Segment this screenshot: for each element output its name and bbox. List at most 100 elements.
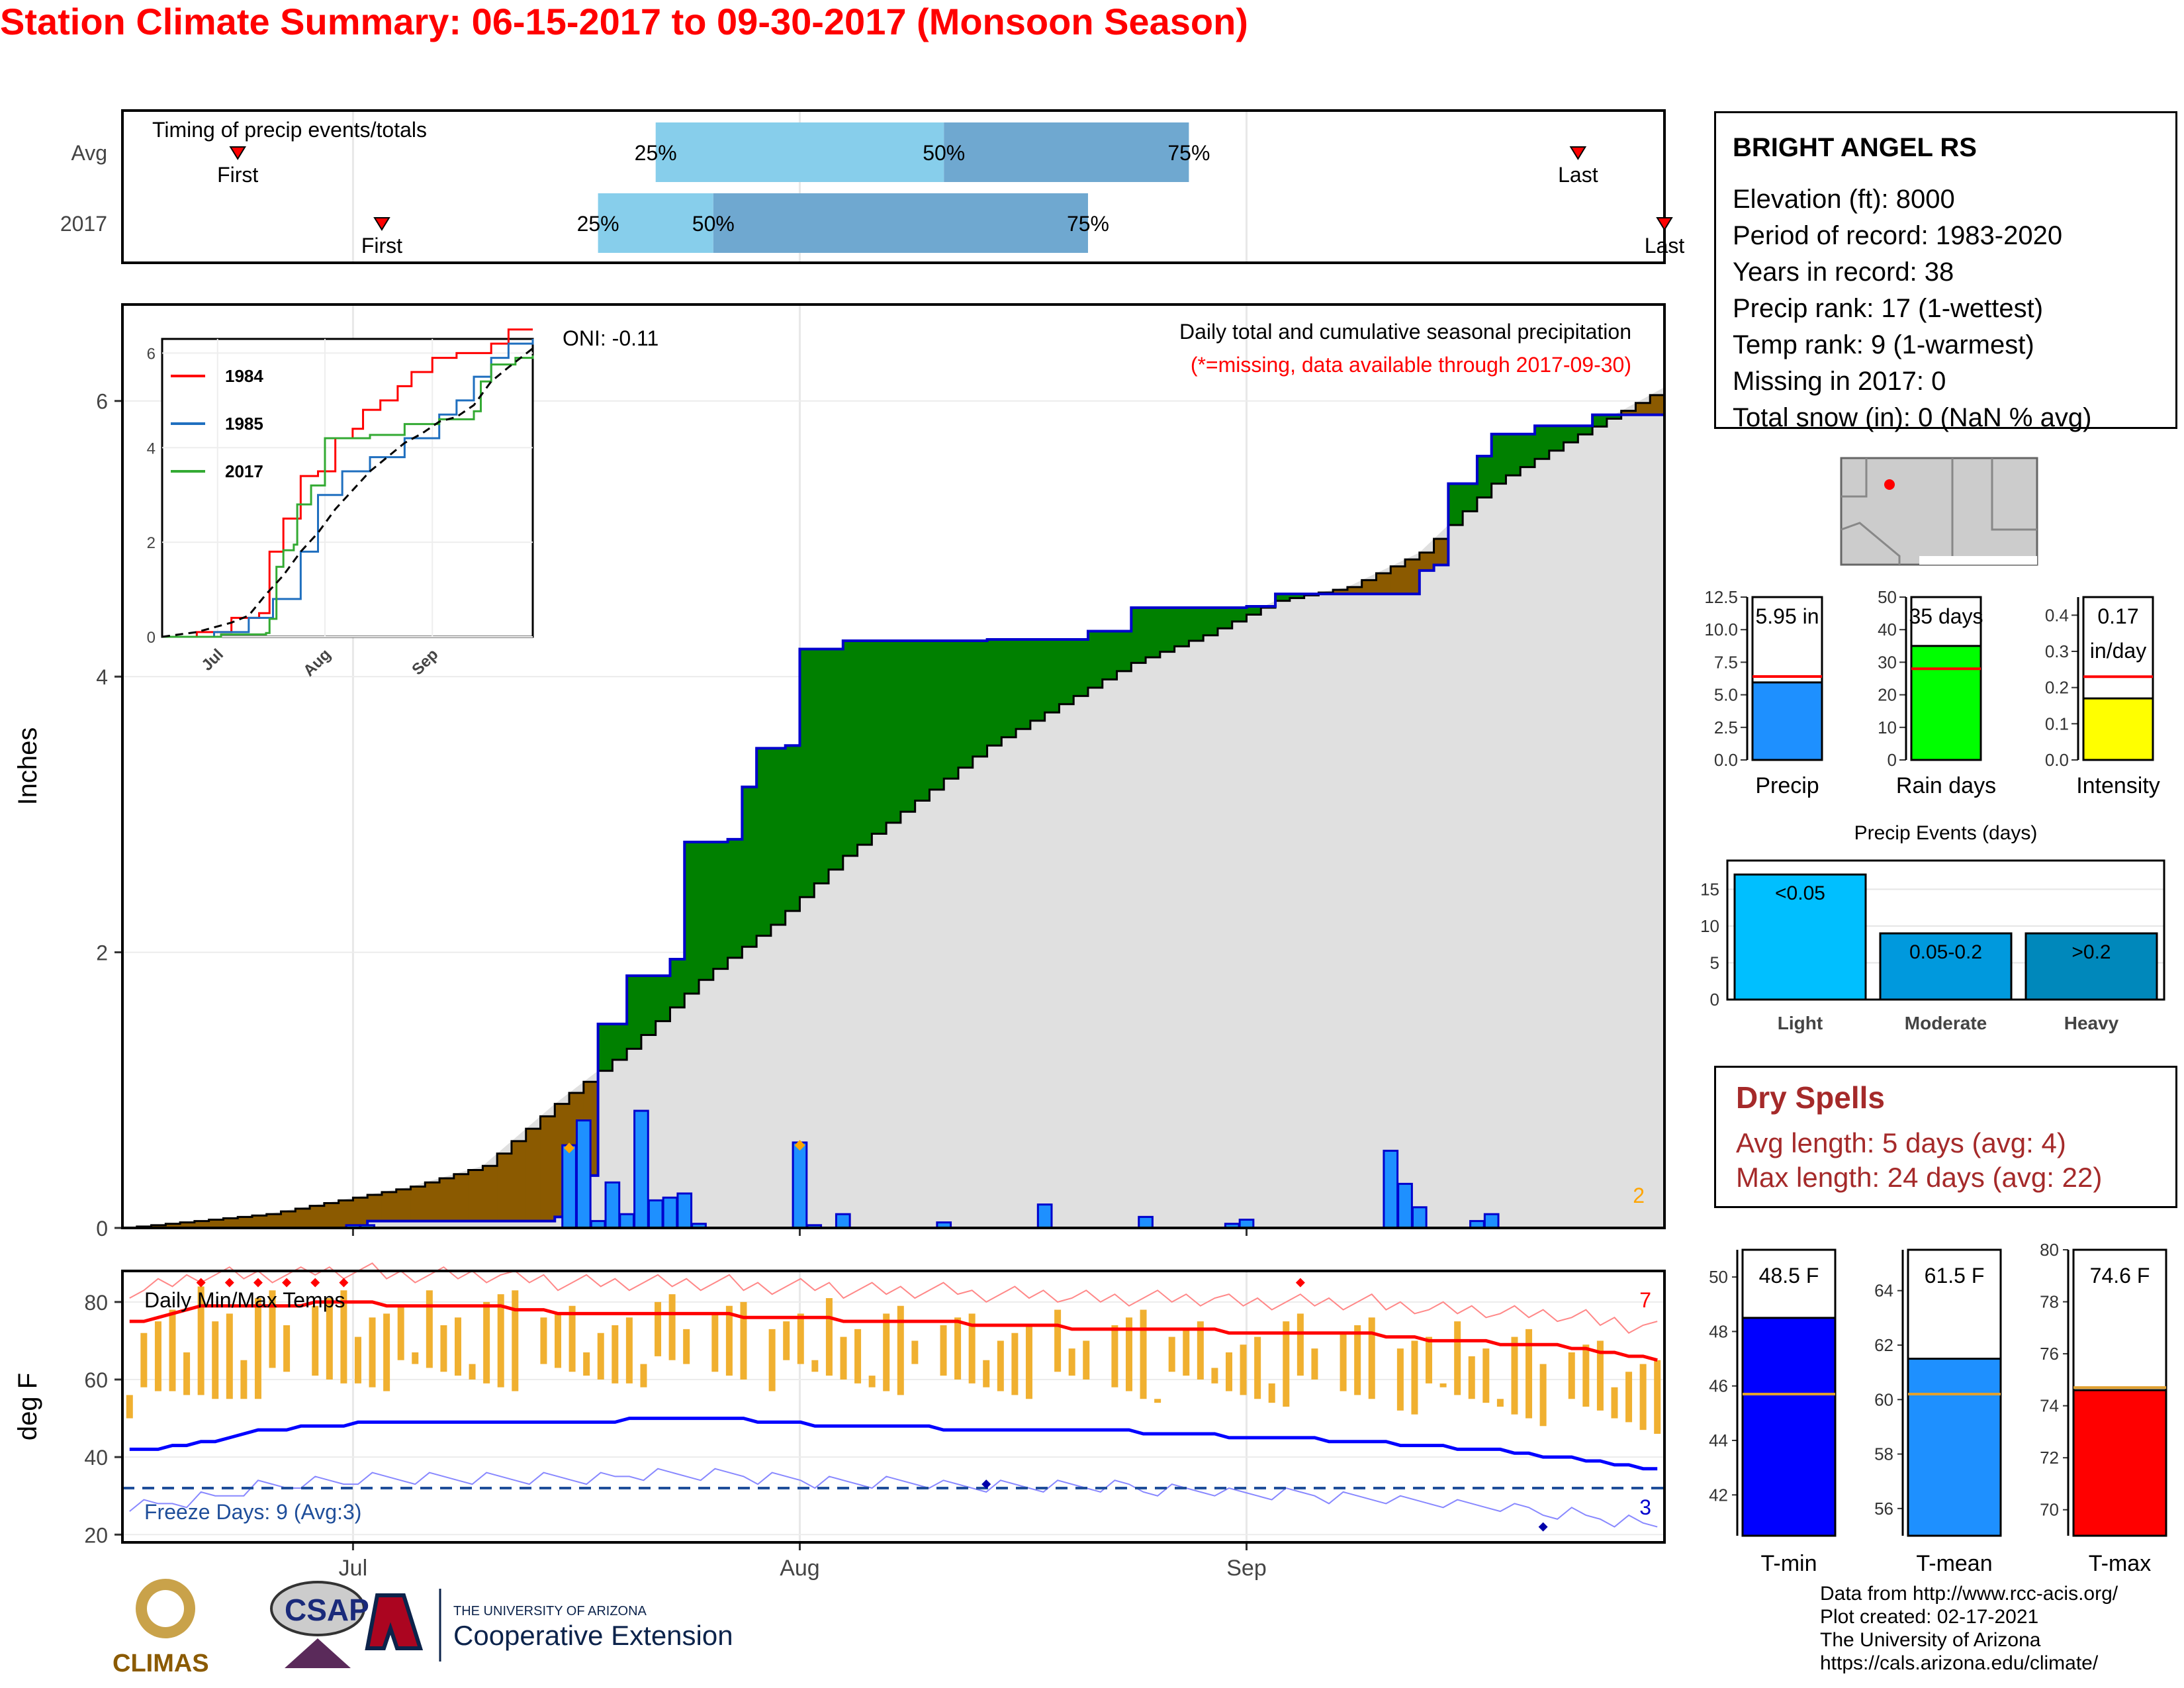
daily-temp-bar [1068,1348,1075,1376]
temp-summary-charts: 42 44 46 48 50 48.5 F T-min 56 58 60 62 64 61.5 F T-m… [1709,1240,2167,1576]
record-max-line [129,1262,1658,1334]
tbar-ytick-label: 58 [1874,1444,1893,1464]
timing-first-marker [373,217,390,231]
precip-diff-fill [439,1178,455,1221]
mini-ytick-label: 2.5 [1714,718,1738,737]
daily-temp-bar [340,1290,347,1383]
record-low-marker [1538,1522,1548,1532]
daily-temp-bar [1426,1336,1433,1383]
daily-temp-bar [725,1305,733,1376]
tbar-value: 74.6 F [2090,1264,2150,1288]
daily-temp-bar [1183,1329,1190,1376]
tbar-label: T-mean [1916,1551,1992,1576]
daily-precip-bar [604,1181,621,1229]
tbar-label: T-min [1761,1551,1817,1576]
daily-temp-bar [512,1290,519,1391]
precip-diff-fill [410,1186,426,1221]
daily-temp-bar [1225,1352,1232,1391]
precip-diff-fill [929,641,944,790]
precip-diff-fill [1535,426,1550,459]
freeze-days-label: Freeze Days: 9 (Avg:3) [144,1500,361,1524]
precip-diff-fill [238,1217,253,1228]
precip-diff-fill [324,1203,340,1228]
daily-temp-bar [1154,1399,1161,1403]
inset-legend-label: 2017 [225,461,263,481]
precip-diff-fill [1347,586,1363,594]
daily-temp-bar [126,1395,133,1419]
info-period: Period of record: 1983-2020 [1733,221,2063,250]
events-title: Precip Events (days) [1854,822,2038,844]
tbar-ytick-label: 76 [2040,1344,2059,1364]
daily-temp-bar [1596,1340,1604,1411]
precip-diff-fill [223,1218,238,1228]
precip-diff-fill [612,1023,627,1060]
record-high-marker [1295,1278,1305,1288]
daily-temp-bar [1354,1325,1361,1395]
timing-last-marker [1656,217,1673,231]
daily-precip-bar [662,1196,678,1229]
credit-line: Data from http://www.rcc-acis.org/ [1820,1583,2118,1605]
precip-diff-fill [266,1214,282,1228]
daily-temp-bar [226,1313,233,1399]
inset-ytick-label: 6 [147,345,156,363]
precip-diff-fill [1102,631,1118,680]
timing-p75-label: 75% [1067,212,1109,236]
precip-chart: 0 2 4 6 2 Daily total and cumulative seasonal… [13,303,1666,1241]
daily-precip-bar [1483,1213,1500,1229]
tbar-ytick-label: 48 [1709,1321,1728,1341]
precip-diff-fill [829,649,844,870]
daily-temp-bar [312,1305,319,1376]
daily-temp-bar [240,1360,248,1399]
daily-precip-bar [1397,1182,1413,1229]
daily-precip-bar [1138,1215,1154,1229]
timing-row-label: 2017 [60,212,107,236]
precip-diff-fill [295,1208,310,1228]
daily-temp-bar [1125,1317,1132,1391]
events-bar [2025,932,2158,1001]
precip-diff-fill [756,748,772,936]
precip-avg-line [122,387,1666,1229]
timing-q1-bar [598,193,713,253]
daily-temp-bar [668,1294,676,1360]
daily-temp-bar [897,1305,904,1395]
daily-temp-bar [555,1313,562,1368]
credit-line: The University of Arizona [1820,1629,2041,1651]
daily-temp-bar [968,1313,976,1383]
daily-temp-bar [1268,1383,1275,1403]
precip-diff-fill [468,1170,483,1221]
credits: Data from http://www.rcc-acis.org/ Plot … [1820,1582,2118,1675]
temps-xtick-label: Jul [339,1556,367,1581]
hot-count-label: 7 [1639,1288,1651,1312]
daily-temp-bar [868,1376,876,1387]
mini-bar [1910,645,1982,761]
events-category-label: Light [1778,1013,1823,1033]
mini-bar-value: 0.17 [2097,604,2138,628]
precip-diff-fill [180,1222,195,1228]
daily-temp-bar [369,1317,376,1387]
precip-diff-fill [900,641,916,812]
mini-bar-value: 5.95 in [1755,604,1819,628]
climas-text: CLIMAS [113,1650,209,1677]
mini-ytick-label: 40 [1878,620,1897,639]
temps-ytick-label: 60 [84,1368,108,1392]
daily-temp-bar [583,1352,590,1376]
daily-precip-bar [792,1141,808,1229]
mini-ytick-label: 0.3 [2045,641,2069,661]
precip-panel-frame [121,303,1666,1229]
tbar-ytick-label: 44 [1709,1430,1728,1450]
timing-first-label: First [217,163,258,187]
precip-diff-fill [1405,559,1420,594]
precip-diff-fill [381,1192,397,1221]
map-background [1840,457,2038,566]
ua-small-text: THE UNIVERSITY OF ARIZONA [453,1604,647,1618]
daily-temp-bar [1582,1344,1590,1407]
precip-diff-fill [482,1166,498,1221]
mini-bar-label: Intensity [2076,773,2160,798]
inset-frame [161,338,534,638]
mini-bar [2082,697,2154,761]
mini-ytick-label: 0.1 [2045,714,2069,733]
tbar-bar [2072,1389,2167,1537]
daily-temp-bar [1439,1383,1447,1387]
precip-diff-fill [1433,538,1449,565]
daily-temp-bar [540,1317,547,1364]
